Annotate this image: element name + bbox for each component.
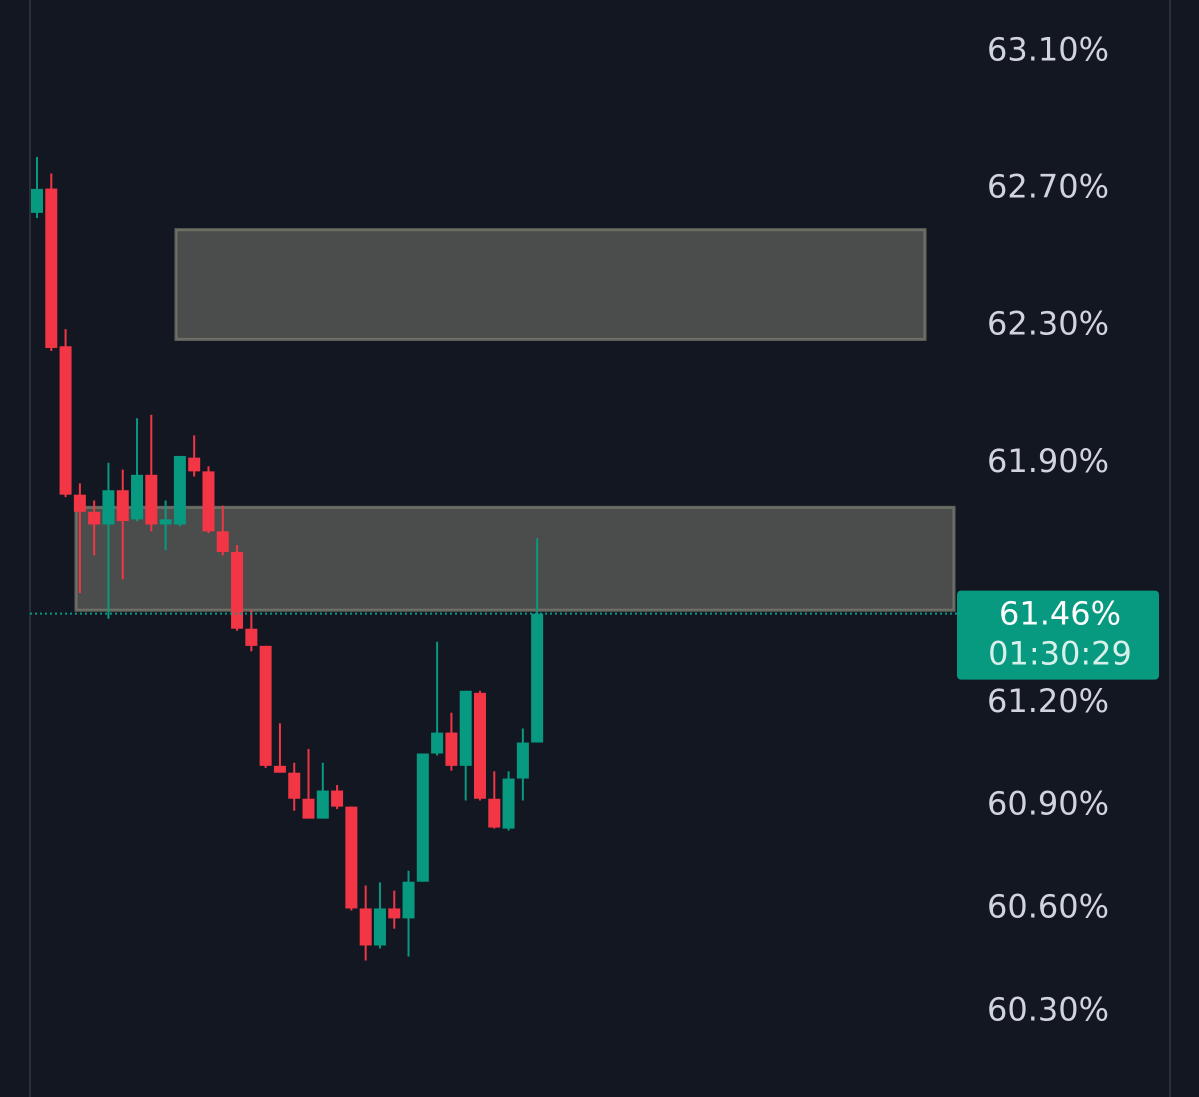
candle-body (488, 798, 501, 828)
candle-body (416, 753, 429, 882)
y-tick-label: 60.60% (987, 887, 1109, 925)
candle-body (516, 742, 529, 779)
candle-body (345, 806, 358, 909)
candle-body (102, 490, 115, 525)
candle-body (145, 474, 158, 525)
candle-body (431, 732, 444, 754)
candle-body (459, 690, 472, 766)
candle-body (231, 551, 244, 629)
candle-body (402, 881, 415, 919)
candle-body (373, 908, 386, 946)
candle-body (473, 692, 486, 799)
candle-body (173, 455, 186, 525)
countdown: 01:30:29 (988, 635, 1132, 673)
candle-body (531, 613, 544, 743)
candle-body (259, 645, 272, 766)
candle-body (188, 457, 201, 472)
zone (174, 228, 927, 341)
candle-body (216, 531, 229, 552)
y-tick-label: 60.90% (987, 785, 1109, 823)
candle-body (331, 790, 344, 807)
candle-body (45, 188, 58, 348)
y-tick-label: 62.30% (987, 305, 1109, 343)
candle-body (359, 908, 372, 946)
candle-body (502, 778, 515, 829)
candle-body (159, 519, 172, 525)
candle-body (88, 511, 101, 525)
y-tick-label: 61.20% (987, 682, 1109, 720)
y-tick-label: 60.30% (987, 990, 1109, 1028)
last-price-label: 61.46% (999, 595, 1121, 633)
candle-body (73, 494, 86, 512)
candle-body (59, 346, 72, 495)
candle-body (388, 908, 401, 919)
y-tick-label: 63.10% (987, 30, 1109, 68)
candle-body (31, 188, 43, 213)
price-label-box (957, 590, 1159, 680)
candle-body (131, 474, 144, 520)
y-tick-label: 61.90% (987, 442, 1109, 480)
candle-body (288, 772, 301, 799)
y-tick-label: 62.70% (987, 168, 1109, 206)
candle-body (116, 490, 129, 522)
candle-body (302, 798, 315, 819)
candle-body (445, 732, 458, 766)
candle-body (316, 790, 329, 819)
candle-body (202, 471, 215, 532)
candle-body (273, 765, 286, 773)
candle-body (245, 628, 258, 646)
